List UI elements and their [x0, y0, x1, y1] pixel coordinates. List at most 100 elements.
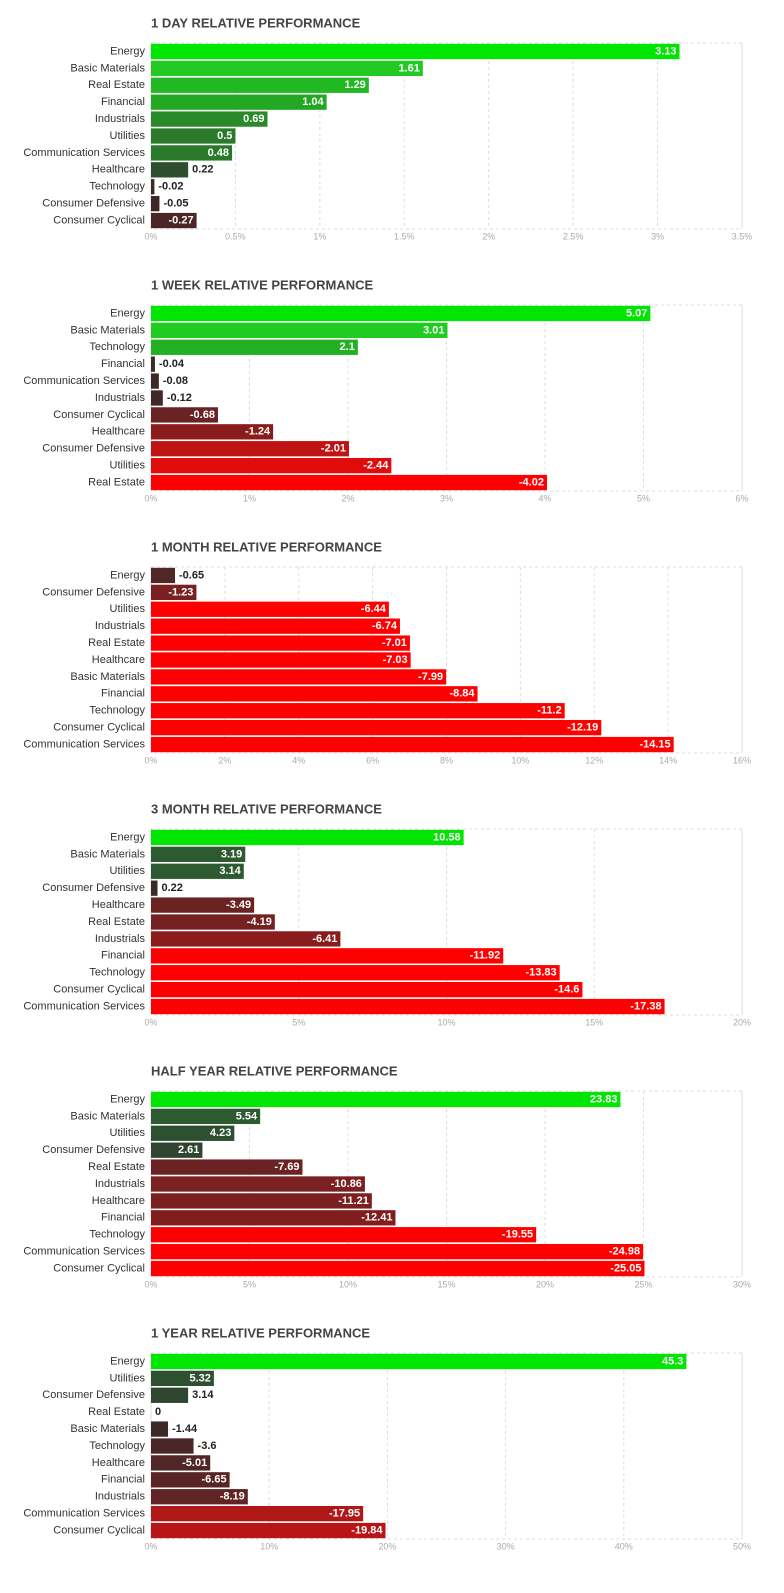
category-label: Financial: [101, 1212, 145, 1224]
x-tick-label: 10%: [260, 1541, 278, 1551]
value-label: -11.2: [537, 705, 561, 717]
x-tick-label: 8%: [440, 755, 453, 765]
category-label: Consumer Defensive: [42, 198, 145, 210]
x-tick-label: 3%: [651, 231, 664, 241]
value-label: 0.69: [243, 113, 264, 125]
value-label: -24.98: [609, 1246, 640, 1258]
category-label: Consumer Defensive: [42, 586, 145, 598]
category-label: Technology: [89, 341, 145, 353]
category-label: Industrials: [95, 113, 146, 125]
bar: [151, 77, 369, 93]
bar: [151, 897, 255, 913]
category-label: Technology: [89, 1440, 145, 1452]
bar: [151, 846, 246, 863]
value-label: -1.24: [245, 426, 271, 438]
category-label: Consumer Cyclical: [53, 214, 145, 226]
value-label: -6.41: [312, 933, 337, 945]
category-label: Consumer Cyclical: [53, 409, 145, 421]
bar: [151, 863, 244, 879]
bar: [151, 407, 218, 423]
category-label: Financial: [101, 950, 145, 962]
chart-title: 1 YEAR RELATIVE PERFORMANCE: [151, 1325, 370, 1340]
value-label: 10.58: [433, 831, 461, 843]
bar: [151, 145, 233, 161]
value-label: 5.32: [189, 1372, 210, 1384]
bar: [151, 880, 158, 896]
bar: [151, 1455, 211, 1471]
category-label: Industrials: [95, 620, 146, 632]
value-label: -6.74: [372, 620, 398, 632]
category-label: Energy: [110, 45, 145, 57]
value-label: -0.27: [169, 214, 194, 226]
category-label: Technology: [89, 967, 145, 979]
bar: [151, 1489, 248, 1505]
x-tick-label: 6%: [366, 755, 379, 765]
value-label: -0.04: [159, 358, 185, 370]
value-label: -4.19: [247, 916, 272, 928]
bar: [151, 1353, 687, 1370]
value-label: -25.05: [610, 1262, 641, 1274]
x-tick-label: 20%: [378, 1541, 396, 1551]
x-tick-label: 5%: [243, 1279, 256, 1289]
bar: [151, 601, 389, 617]
value-label: 0: [155, 1406, 161, 1418]
value-label: -0.02: [158, 181, 183, 193]
value-label: -11.92: [470, 950, 501, 962]
category-label: Communication Services: [23, 738, 145, 750]
x-tick-label: 2%: [482, 231, 495, 241]
value-label: -7.69: [274, 1161, 299, 1173]
category-label: Energy: [110, 1355, 145, 1367]
value-label: -17.38: [630, 1000, 661, 1012]
category-label: Consumer Defensive: [42, 1144, 145, 1156]
x-tick-label: 5%: [292, 1017, 305, 1027]
value-label: 1.61: [398, 62, 419, 74]
category-label: Energy: [110, 831, 145, 843]
bar: [151, 618, 400, 634]
category-label: Utilities: [110, 130, 146, 142]
chart-title: 1 MONTH RELATIVE PERFORMANCE: [151, 539, 382, 554]
category-label: Consumer Cyclical: [53, 722, 145, 734]
x-tick-label: 0%: [144, 1541, 157, 1551]
category-label: Real Estate: [88, 637, 145, 649]
x-tick-label: 10%: [339, 1279, 357, 1289]
bar: [151, 1522, 386, 1539]
category-label: Consumer Cyclical: [53, 984, 145, 996]
value-label: -0.05: [163, 198, 188, 210]
value-label: -0.08: [163, 375, 188, 387]
x-tick-label: 0%: [144, 755, 157, 765]
category-label: Industrials: [95, 392, 146, 404]
x-tick-label: 20%: [733, 1017, 751, 1027]
category-label: Real Estate: [88, 1406, 145, 1418]
x-tick-label: 40%: [615, 1541, 633, 1551]
category-label: Communication Services: [23, 1508, 145, 1520]
x-tick-label: 10%: [437, 1017, 455, 1027]
bar: [151, 914, 275, 930]
category-label: Real Estate: [88, 1161, 145, 1173]
category-label: Basic Materials: [70, 324, 145, 336]
category-label: Consumer Defensive: [42, 443, 145, 455]
x-tick-label: 2%: [341, 493, 354, 503]
x-tick-label: 0%: [144, 231, 157, 241]
bar: [151, 1091, 621, 1108]
value-label: 0.22: [192, 164, 213, 176]
value-label: 0.5: [217, 130, 232, 142]
value-label: -7.01: [382, 637, 407, 649]
x-tick-label: 12%: [585, 755, 603, 765]
value-label: -0.65: [179, 569, 204, 581]
value-label: 2.61: [178, 1144, 199, 1156]
bar: [151, 162, 189, 178]
bar: [151, 424, 274, 440]
bar: [151, 948, 504, 964]
value-label: 2.1: [340, 341, 355, 353]
value-label: 45.3: [662, 1355, 683, 1367]
x-tick-label: 3.5%: [732, 231, 753, 241]
category-label: Real Estate: [88, 476, 145, 488]
category-label: Technology: [89, 705, 145, 717]
bar: [151, 441, 349, 457]
category-label: Technology: [89, 181, 145, 193]
value-label: -7.99: [418, 671, 443, 683]
bar: [151, 128, 236, 144]
x-tick-label: 3%: [440, 493, 453, 503]
value-label: -1.44: [172, 1423, 198, 1435]
